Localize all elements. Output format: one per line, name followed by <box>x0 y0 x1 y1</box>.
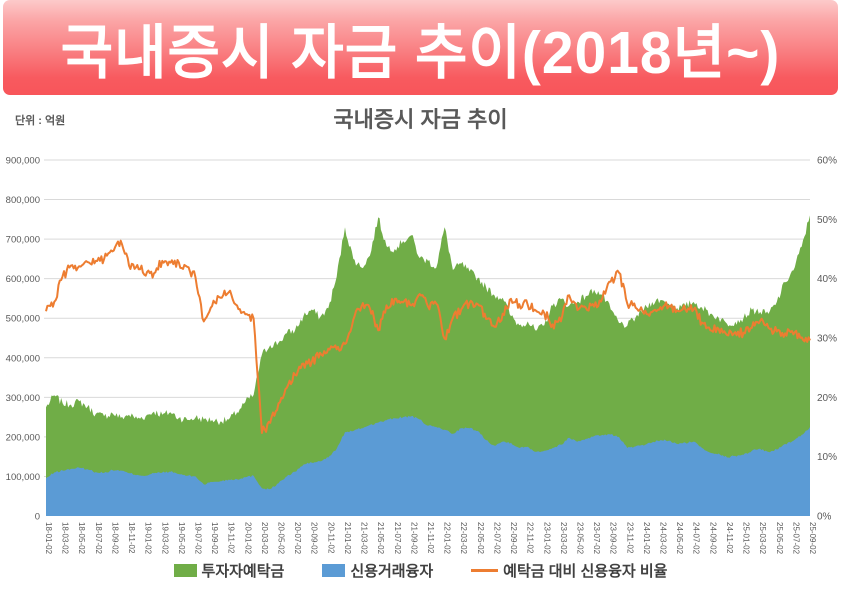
svg-text:25-03-02: 25-03-02 <box>758 522 767 555</box>
svg-text:900,000: 900,000 <box>6 156 40 167</box>
svg-text:25-09-02: 25-09-02 <box>808 522 817 555</box>
legend-label-ratio: 예탁금 대비 신용융자 비율 <box>503 563 668 580</box>
chart-plot: 900,000 800,000 700,000 600,000 500,000 400,0… <box>6 156 837 555</box>
svg-text:25-07-02: 25-07-02 <box>791 522 800 555</box>
svg-text:50%: 50% <box>817 215 837 226</box>
svg-text:20-07-02: 20-07-02 <box>293 522 302 555</box>
y-axis-left-labels: 900,000 800,000 700,000 600,000 500,000 400,0… <box>6 156 40 523</box>
svg-text:21-07-02: 21-07-02 <box>393 522 402 555</box>
svg-text:24-01-02: 24-01-02 <box>642 522 651 555</box>
svg-text:21-11-02: 21-11-02 <box>426 522 435 554</box>
svg-text:500,000: 500,000 <box>6 314 40 325</box>
svg-text:19-03-02: 19-03-02 <box>160 522 169 555</box>
svg-text:0: 0 <box>35 512 40 523</box>
svg-text:23-05-02: 23-05-02 <box>575 522 584 555</box>
unit-label: 단위 : 억원 <box>15 115 66 127</box>
svg-text:19-11-02: 19-11-02 <box>227 522 236 554</box>
svg-text:18-11-02: 18-11-02 <box>127 522 136 554</box>
svg-text:18-01-02: 18-01-02 <box>44 522 53 555</box>
svg-text:200,000: 200,000 <box>6 432 40 443</box>
svg-text:800,000: 800,000 <box>6 195 40 206</box>
svg-text:21-01-02: 21-01-02 <box>343 522 352 555</box>
svg-text:20-05-02: 20-05-02 <box>277 522 286 555</box>
svg-text:24-03-02: 24-03-02 <box>659 522 668 555</box>
svg-text:22-03-02: 22-03-02 <box>459 522 468 555</box>
legend-swatch-deposit-icon <box>173 564 197 577</box>
svg-text:23-11-02: 23-11-02 <box>625 522 634 554</box>
svg-text:700,000: 700,000 <box>6 235 40 246</box>
svg-text:24-07-02: 24-07-02 <box>692 522 701 555</box>
area-credit <box>46 415 810 516</box>
svg-text:30%: 30% <box>817 334 837 345</box>
svg-text:21-05-02: 21-05-02 <box>376 522 385 555</box>
svg-text:10%: 10% <box>817 452 837 463</box>
svg-text:25-01-02: 25-01-02 <box>742 522 751 555</box>
banner-title: 국내증시 자금 추이(2018년~) <box>60 19 781 86</box>
svg-text:23-09-02: 23-09-02 <box>609 522 618 555</box>
svg-text:18-05-02: 18-05-02 <box>77 522 86 555</box>
x-axis-labels: 18-01-02 18-03-02 18-05-02 18-07-02 18-09-02… <box>44 522 817 555</box>
svg-text:22-07-02: 22-07-02 <box>492 522 501 555</box>
svg-text:19-01-02: 19-01-02 <box>144 522 153 555</box>
svg-text:25-05-02: 25-05-02 <box>775 522 784 555</box>
svg-text:22-11-02: 22-11-02 <box>526 522 535 554</box>
legend-swatch-credit-icon <box>322 564 346 577</box>
svg-text:19-05-02: 19-05-02 <box>177 522 186 555</box>
svg-text:40%: 40% <box>817 274 837 285</box>
svg-text:24-09-02: 24-09-02 <box>708 522 717 555</box>
legend-line-ratio-icon <box>471 569 499 572</box>
svg-text:20-11-02: 20-11-02 <box>326 522 335 554</box>
legend-item-deposit: 투자자예탁금 <box>173 560 285 581</box>
legend-item-ratio: 예탁금 대비 신용융자 비율 <box>471 560 667 581</box>
svg-text:300,000: 300,000 <box>6 393 40 404</box>
y-axis-right-labels: 60% 50% 40% 30% 20% 10% 0% <box>817 156 837 523</box>
svg-text:23-03-02: 23-03-02 <box>559 522 568 555</box>
svg-text:20%: 20% <box>817 393 837 404</box>
chart-title: 국내증시 자금 추이 <box>333 107 508 132</box>
svg-text:400,000: 400,000 <box>6 353 40 364</box>
svg-text:0%: 0% <box>817 512 832 523</box>
legend-label-credit: 신용거래융자 <box>350 563 434 580</box>
svg-text:21-03-02: 21-03-02 <box>360 522 369 555</box>
banner: 국내증시 자금 추이(2018년~) <box>3 0 838 95</box>
svg-text:60%: 60% <box>817 156 837 167</box>
svg-text:18-09-02: 18-09-02 <box>110 522 119 555</box>
svg-text:20-09-02: 20-09-02 <box>310 522 319 555</box>
svg-text:600,000: 600,000 <box>6 274 40 285</box>
svg-text:22-05-02: 22-05-02 <box>476 522 485 555</box>
svg-text:19-07-02: 19-07-02 <box>193 522 202 555</box>
svg-text:24-11-02: 24-11-02 <box>725 522 734 554</box>
svg-text:20-03-02: 20-03-02 <box>260 522 269 555</box>
svg-text:19-09-02: 19-09-02 <box>210 522 219 555</box>
line-ratio <box>45 239 811 434</box>
svg-text:18-03-02: 18-03-02 <box>61 522 70 555</box>
legend: 투자자예탁금 신용거래융자 예탁금 대비 신용융자 비율 <box>0 560 841 581</box>
svg-text:100,000: 100,000 <box>6 472 40 483</box>
svg-text:20-01-02: 20-01-02 <box>243 522 252 555</box>
svg-text:22-09-02: 22-09-02 <box>509 522 518 555</box>
svg-text:21-09-02: 21-09-02 <box>409 522 418 555</box>
svg-text:22-01-02: 22-01-02 <box>443 522 452 555</box>
legend-label-deposit: 투자자예탁금 <box>201 563 285 580</box>
svg-text:18-07-02: 18-07-02 <box>94 522 103 555</box>
legend-item-credit: 신용거래융자 <box>322 560 433 581</box>
svg-text:24-05-02: 24-05-02 <box>675 522 684 555</box>
svg-text:23-07-02: 23-07-02 <box>592 522 601 555</box>
svg-text:23-01-02: 23-01-02 <box>542 522 551 555</box>
